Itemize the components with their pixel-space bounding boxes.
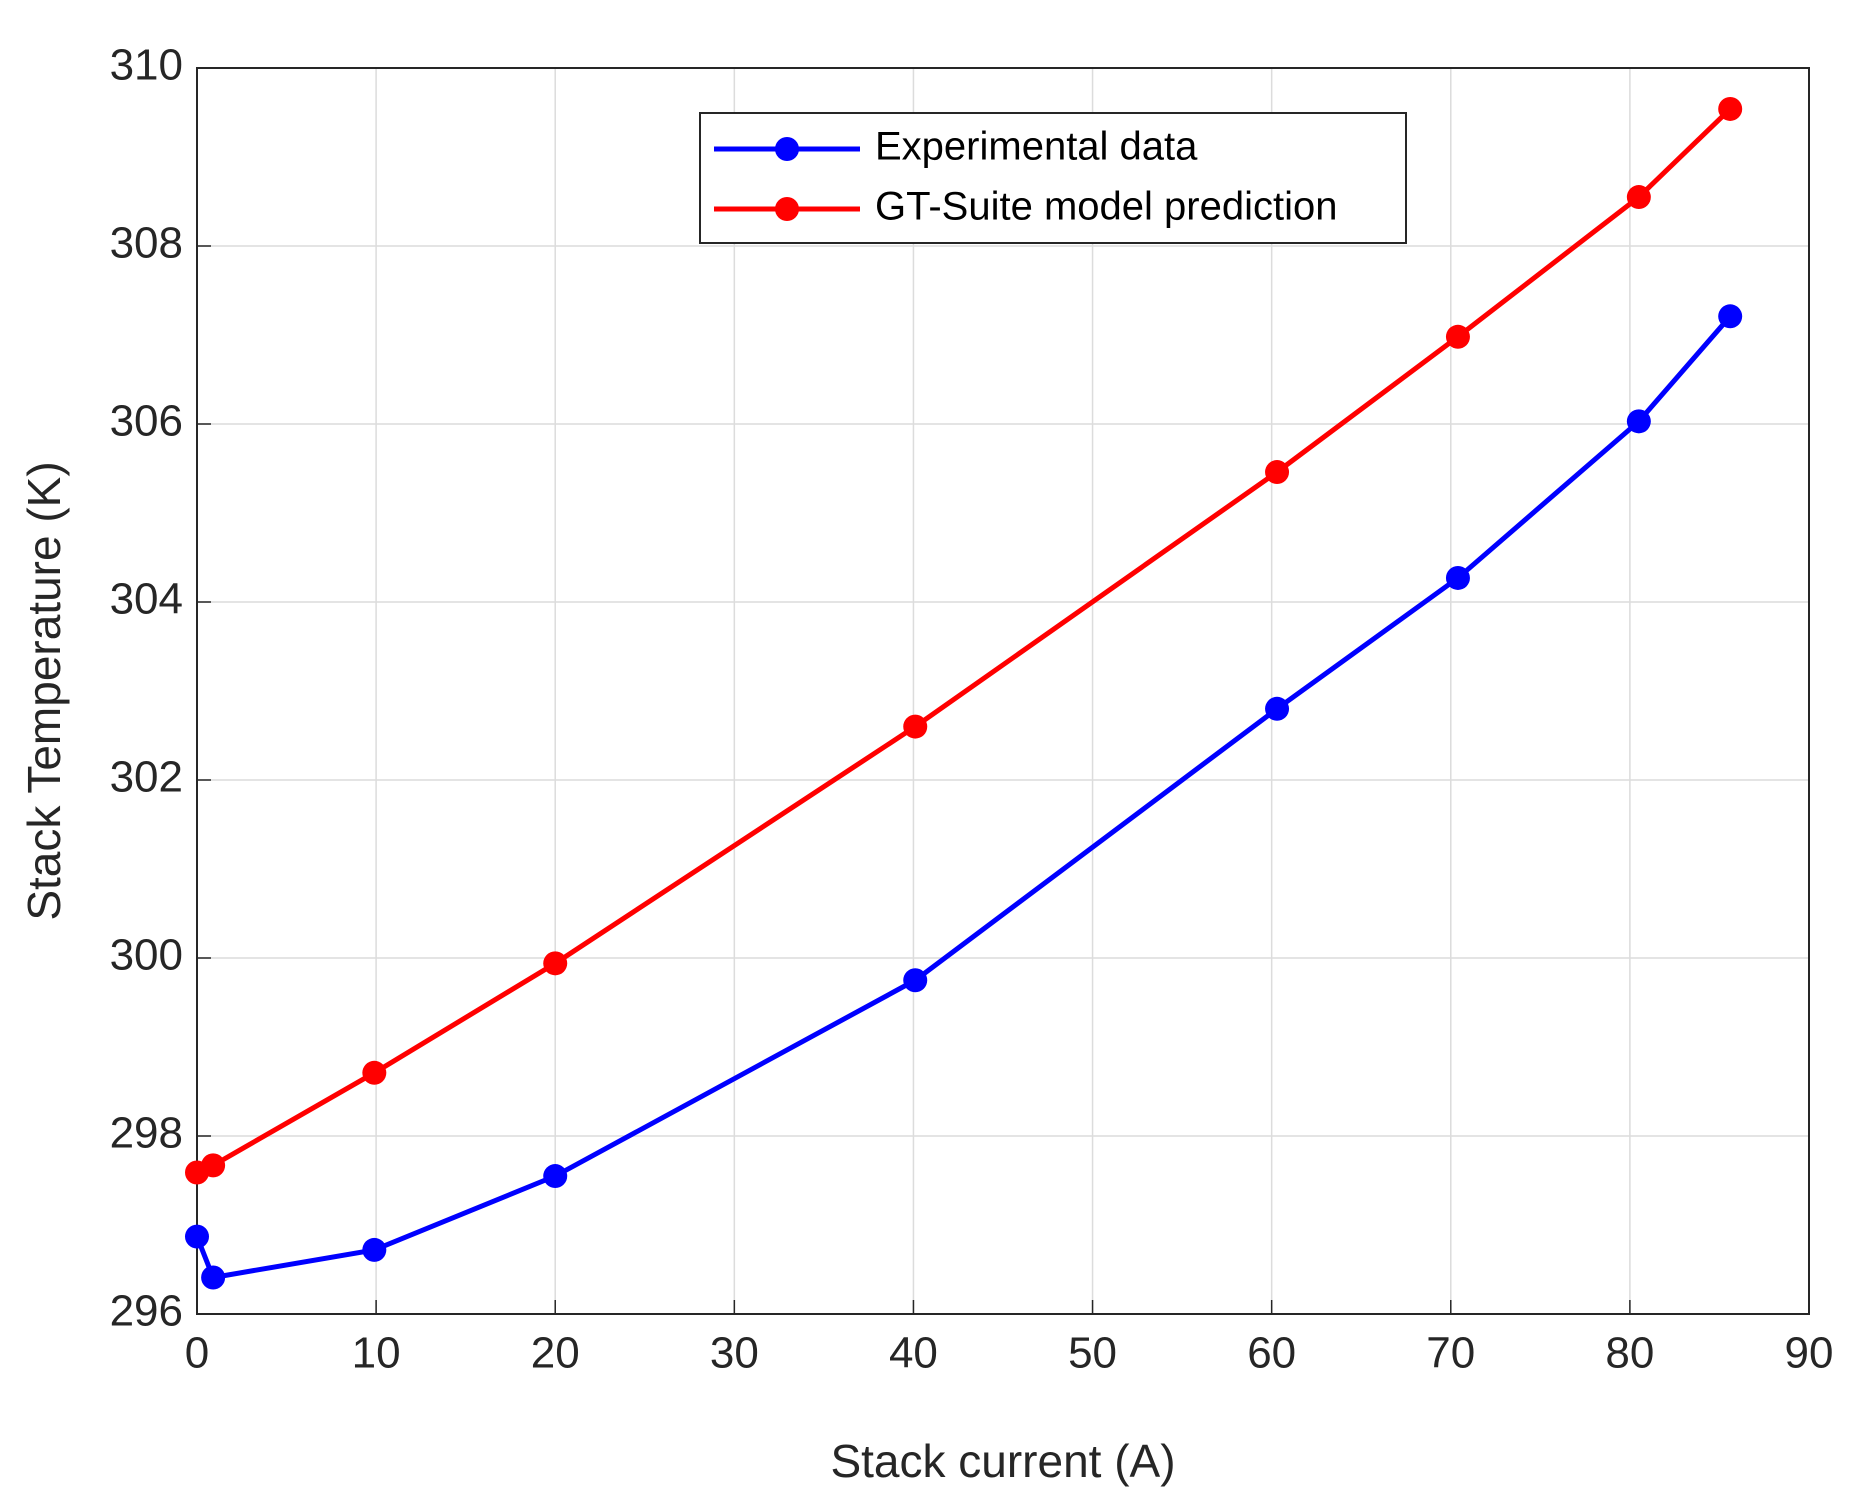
- data-point: [543, 951, 568, 976]
- y-tick-label: 302: [110, 753, 183, 802]
- y-tick-label: 304: [110, 575, 183, 624]
- x-tick-label: 70: [1426, 1329, 1475, 1378]
- y-tick-label: 310: [110, 41, 183, 90]
- x-tick-label: 60: [1247, 1329, 1296, 1378]
- legend: Experimental data GT-Suite model predicti…: [699, 112, 1407, 244]
- y-axis-label: Stack Temperature (K): [18, 461, 70, 920]
- data-point: [543, 1164, 568, 1189]
- data-point: [1265, 696, 1290, 721]
- x-tick-label: 50: [1068, 1329, 1117, 1378]
- x-tick-label: 10: [352, 1329, 401, 1378]
- data-point: [1626, 409, 1651, 434]
- data-point: [201, 1265, 226, 1290]
- y-tick-label: 306: [110, 397, 183, 446]
- x-tick-label: 0: [185, 1329, 209, 1378]
- legend-marker: [775, 137, 799, 161]
- x-tick-label: 30: [710, 1329, 759, 1378]
- axes-box: [196, 67, 1810, 1315]
- data-point: [1626, 185, 1651, 210]
- data-point: [903, 968, 928, 993]
- y-tick-label: 300: [110, 931, 183, 980]
- x-axis-label: Stack current (A): [830, 1435, 1175, 1487]
- x-tick-label: 40: [889, 1329, 938, 1378]
- data-point: [201, 1153, 226, 1178]
- y-tick-label: 298: [110, 1109, 183, 1158]
- data-point: [362, 1060, 387, 1085]
- data-point: [185, 1224, 209, 1249]
- data-point: [1445, 324, 1470, 349]
- data-point: [1718, 304, 1743, 329]
- data-point: [362, 1237, 387, 1262]
- data-point: [1718, 96, 1743, 121]
- data-point: [1265, 460, 1290, 485]
- data-point: [903, 714, 928, 739]
- legend-label: GT-Suite model prediction: [875, 185, 1337, 229]
- legend-box: [699, 112, 1407, 244]
- x-tick-label: 90: [1785, 1329, 1834, 1378]
- x-tick-label: 80: [1605, 1329, 1654, 1378]
- legend-label: Experimental data: [875, 125, 1198, 169]
- y-tick-label: 308: [110, 219, 183, 268]
- legend-marker: [775, 197, 799, 221]
- data-point: [1445, 565, 1470, 590]
- y-tick-label: 296: [110, 1287, 183, 1336]
- x-tick-label: 20: [531, 1329, 580, 1378]
